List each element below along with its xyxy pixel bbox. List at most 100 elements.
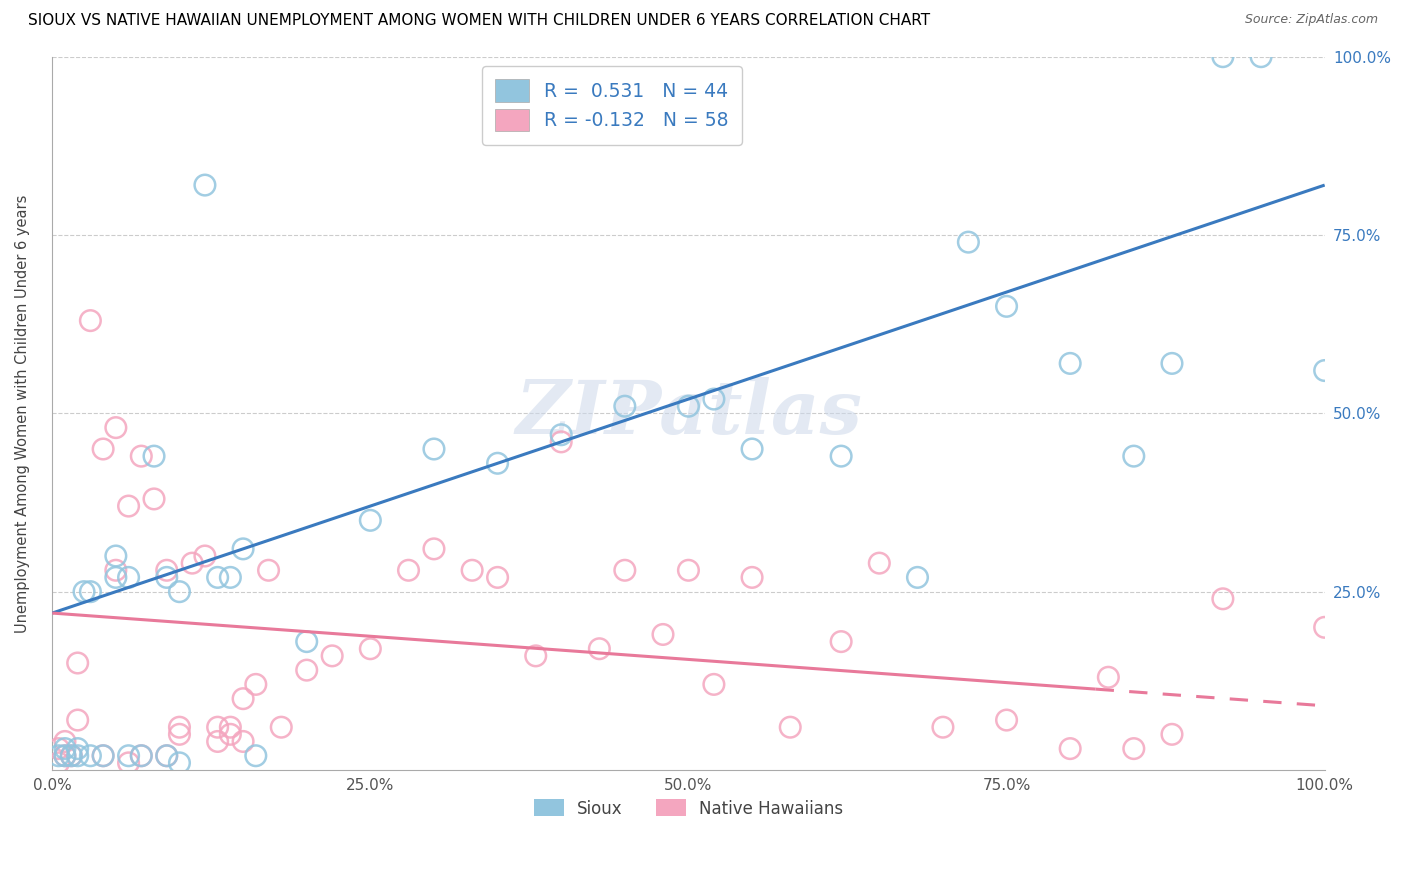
Point bbox=[398, 563, 420, 577]
Point bbox=[613, 563, 636, 577]
Point bbox=[60, 748, 83, 763]
Point bbox=[1161, 727, 1184, 741]
Point bbox=[117, 499, 139, 513]
Point bbox=[932, 720, 955, 734]
Point bbox=[245, 677, 267, 691]
Point bbox=[169, 727, 191, 741]
Point bbox=[257, 563, 280, 577]
Point bbox=[830, 634, 852, 648]
Point bbox=[830, 449, 852, 463]
Point bbox=[1212, 50, 1234, 64]
Point bbox=[207, 570, 229, 584]
Point bbox=[524, 648, 547, 663]
Point bbox=[245, 748, 267, 763]
Point bbox=[79, 584, 101, 599]
Point bbox=[129, 449, 152, 463]
Point bbox=[181, 556, 204, 570]
Point bbox=[359, 641, 381, 656]
Point bbox=[359, 513, 381, 527]
Point bbox=[104, 549, 127, 563]
Point bbox=[588, 641, 610, 656]
Point bbox=[48, 741, 70, 756]
Point bbox=[60, 748, 83, 763]
Point bbox=[117, 570, 139, 584]
Point bbox=[550, 427, 572, 442]
Point bbox=[232, 541, 254, 556]
Point bbox=[53, 741, 76, 756]
Point bbox=[741, 442, 763, 456]
Point bbox=[156, 748, 179, 763]
Point bbox=[486, 570, 509, 584]
Point bbox=[703, 677, 725, 691]
Point bbox=[219, 570, 242, 584]
Point bbox=[678, 399, 700, 413]
Point bbox=[79, 313, 101, 327]
Point bbox=[1313, 363, 1336, 377]
Point bbox=[207, 720, 229, 734]
Point bbox=[995, 299, 1018, 313]
Point bbox=[613, 399, 636, 413]
Text: Source: ZipAtlas.com: Source: ZipAtlas.com bbox=[1244, 13, 1378, 27]
Point bbox=[66, 656, 89, 670]
Point bbox=[270, 720, 292, 734]
Point bbox=[169, 756, 191, 770]
Point bbox=[219, 720, 242, 734]
Point bbox=[295, 634, 318, 648]
Point bbox=[1212, 591, 1234, 606]
Point bbox=[232, 734, 254, 748]
Point bbox=[73, 584, 96, 599]
Point bbox=[194, 549, 217, 563]
Point bbox=[156, 748, 179, 763]
Point bbox=[1161, 356, 1184, 370]
Point bbox=[194, 178, 217, 192]
Point bbox=[91, 442, 114, 456]
Point bbox=[1313, 620, 1336, 634]
Point bbox=[169, 584, 191, 599]
Point bbox=[779, 720, 801, 734]
Point bbox=[169, 720, 191, 734]
Point bbox=[66, 748, 89, 763]
Point bbox=[295, 663, 318, 677]
Point bbox=[1059, 356, 1081, 370]
Point bbox=[129, 748, 152, 763]
Point bbox=[423, 541, 446, 556]
Point bbox=[48, 756, 70, 770]
Point bbox=[91, 748, 114, 763]
Point bbox=[104, 563, 127, 577]
Point bbox=[486, 456, 509, 470]
Point bbox=[48, 748, 70, 763]
Legend: Sioux, Native Hawaiians: Sioux, Native Hawaiians bbox=[526, 791, 852, 826]
Point bbox=[53, 748, 76, 763]
Point bbox=[423, 442, 446, 456]
Point bbox=[156, 563, 179, 577]
Point bbox=[207, 734, 229, 748]
Point bbox=[1097, 670, 1119, 684]
Point bbox=[104, 420, 127, 434]
Point bbox=[678, 563, 700, 577]
Point bbox=[907, 570, 929, 584]
Point bbox=[79, 748, 101, 763]
Point bbox=[703, 392, 725, 406]
Text: ZIPatlas: ZIPatlas bbox=[515, 377, 862, 450]
Point bbox=[868, 556, 890, 570]
Point bbox=[957, 235, 980, 249]
Point bbox=[1250, 50, 1272, 64]
Point bbox=[117, 756, 139, 770]
Point bbox=[995, 713, 1018, 727]
Point bbox=[53, 748, 76, 763]
Point bbox=[550, 434, 572, 449]
Point bbox=[53, 734, 76, 748]
Point bbox=[143, 491, 166, 506]
Point bbox=[129, 748, 152, 763]
Text: SIOUX VS NATIVE HAWAIIAN UNEMPLOYMENT AMONG WOMEN WITH CHILDREN UNDER 6 YEARS CO: SIOUX VS NATIVE HAWAIIAN UNEMPLOYMENT AM… bbox=[28, 13, 931, 29]
Point bbox=[91, 748, 114, 763]
Point bbox=[143, 449, 166, 463]
Point bbox=[66, 713, 89, 727]
Point bbox=[219, 727, 242, 741]
Point bbox=[1059, 741, 1081, 756]
Point bbox=[741, 570, 763, 584]
Point bbox=[232, 691, 254, 706]
Point bbox=[652, 627, 675, 641]
Point bbox=[66, 741, 89, 756]
Point bbox=[461, 563, 484, 577]
